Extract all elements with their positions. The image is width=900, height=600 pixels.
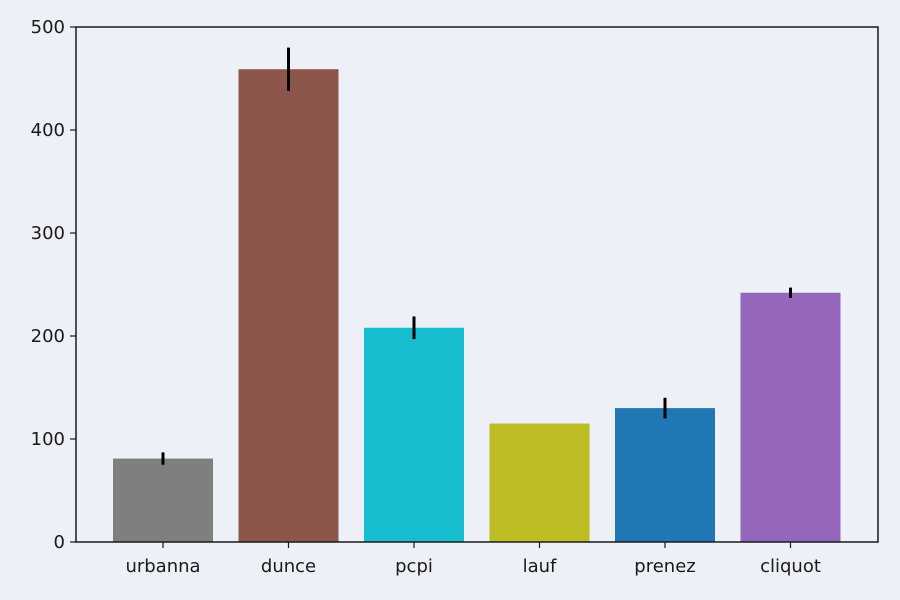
error-bars-group bbox=[161, 47, 792, 465]
bars-group bbox=[113, 69, 841, 542]
bar-prenez bbox=[615, 408, 715, 542]
x-tick-label: lauf bbox=[523, 556, 557, 577]
plot-frame bbox=[75, 26, 879, 543]
x-axis: urbanna dunce pcpi lauf prenez cliquot bbox=[125, 542, 821, 577]
y-axis: 0 100 200 300 400 500 bbox=[31, 17, 76, 553]
x-tick-label: cliquot bbox=[760, 556, 821, 577]
y-tick-label: 300 bbox=[31, 223, 65, 244]
y-tick-label: 200 bbox=[31, 326, 65, 347]
bar-pcpi bbox=[364, 327, 464, 542]
y-tick-label: 500 bbox=[31, 17, 65, 38]
x-tick-label: pcpi bbox=[395, 556, 433, 577]
x-tick-label: urbanna bbox=[125, 556, 200, 577]
y-tick-label: 0 bbox=[54, 532, 65, 553]
bar-lauf bbox=[489, 423, 590, 542]
y-tick-label: 400 bbox=[31, 120, 65, 141]
bar-cliquot bbox=[740, 292, 841, 542]
y-tick-label: 100 bbox=[31, 429, 65, 450]
bar-dunce bbox=[238, 69, 339, 542]
bar-urbanna bbox=[113, 458, 213, 542]
x-tick-label: dunce bbox=[261, 556, 316, 577]
x-tick-label: prenez bbox=[634, 556, 695, 577]
